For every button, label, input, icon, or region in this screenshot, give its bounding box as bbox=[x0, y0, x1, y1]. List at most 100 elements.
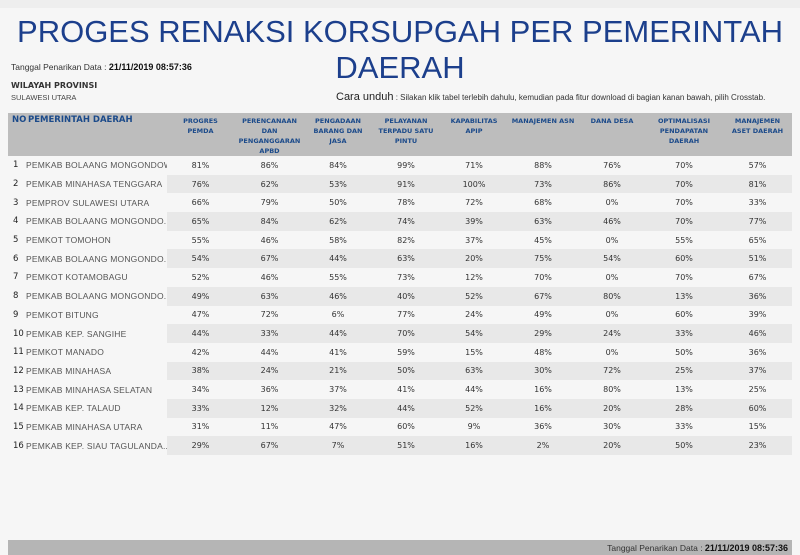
metric-value[interactable]: 63% bbox=[507, 212, 579, 231]
metric-value[interactable]: 55% bbox=[191, 235, 210, 245]
metric-value[interactable]: 37% bbox=[465, 235, 483, 245]
metric-value[interactable]: 15% bbox=[748, 422, 767, 432]
metric-value[interactable]: 67% bbox=[748, 272, 767, 282]
column-header-manajemen-aset[interactable]: MANAJEMEN ASET DAERAH bbox=[723, 113, 792, 156]
metric-value[interactable]: 63% bbox=[371, 249, 441, 269]
region-name[interactable]: PEMKAB KEP. SIAU TAGULANDA.. bbox=[26, 440, 167, 451]
metric-value[interactable]: 70% bbox=[675, 160, 693, 170]
metric-value[interactable]: 77% bbox=[723, 212, 792, 231]
metric-value[interactable]: 55% bbox=[675, 235, 693, 245]
metric-value[interactable]: 62% bbox=[234, 174, 305, 194]
metric-value[interactable]: 44% bbox=[465, 385, 483, 395]
metric-value[interactable]: 51% bbox=[371, 436, 441, 455]
region-name[interactable]: PEMKAB MINAHASA TENGGARA bbox=[26, 179, 163, 190]
row-number[interactable]: 14 bbox=[13, 403, 24, 414]
metric-value[interactable]: 84% bbox=[329, 160, 347, 170]
region-name[interactable]: PEMKOT BITUNG bbox=[26, 309, 99, 320]
metric-value[interactable]: 34% bbox=[191, 385, 210, 395]
metric-value[interactable]: 55% bbox=[329, 272, 347, 282]
region-name[interactable]: PEMKAB MINAHASA UTARA bbox=[26, 421, 143, 432]
metric-value[interactable]: 42% bbox=[191, 347, 210, 357]
metric-value[interactable]: 24% bbox=[465, 310, 483, 320]
table-row[interactable]: 2 PEMKAB MINAHASA TENGGARA 76% 62% 53% 91% 100… bbox=[8, 174, 792, 194]
region-name[interactable]: PEMKAB MINAHASA SELATAN bbox=[26, 384, 153, 395]
metric-value[interactable]: 80% bbox=[579, 286, 645, 306]
metric-value[interactable]: 72% bbox=[260, 310, 279, 320]
metric-value[interactable]: 72% bbox=[465, 198, 483, 208]
metric-value[interactable]: 48% bbox=[534, 347, 552, 357]
metric-value[interactable]: 44% bbox=[305, 249, 371, 269]
metric-value[interactable]: 63% bbox=[234, 286, 305, 306]
row-number[interactable]: 4 bbox=[13, 216, 19, 227]
metric-value[interactable]: 75% bbox=[507, 249, 579, 269]
metric-value[interactable]: 58% bbox=[329, 235, 347, 245]
metric-value[interactable]: 28% bbox=[645, 398, 723, 418]
metric-value[interactable]: 36% bbox=[534, 422, 552, 432]
metric-value[interactable]: 0% bbox=[605, 272, 619, 282]
metric-value[interactable]: 32% bbox=[305, 398, 371, 418]
metric-value[interactable]: 50% bbox=[675, 347, 693, 357]
metric-value[interactable]: 21% bbox=[305, 361, 371, 381]
metric-value[interactable]: 79% bbox=[260, 198, 279, 208]
row-number[interactable]: 6 bbox=[13, 253, 19, 264]
column-header-no[interactable]: NO bbox=[8, 113, 26, 156]
metric-value[interactable]: 33% bbox=[675, 422, 693, 432]
row-number[interactable]: 1 bbox=[13, 160, 19, 171]
metric-value[interactable]: 77% bbox=[397, 310, 415, 320]
metric-value[interactable]: 72% bbox=[579, 361, 645, 381]
region-name[interactable]: PEMKOT TOMOHON bbox=[26, 235, 111, 246]
metric-value[interactable]: 37% bbox=[723, 361, 792, 381]
table-row[interactable]: 5 PEMKOT TOMOHON 55% 46% 58% 82% 37% 45% 0% 55% 65… bbox=[8, 231, 792, 250]
column-header-pengadaan[interactable]: PENGADAAN BARANG DAN JASA bbox=[305, 113, 371, 156]
row-number[interactable]: 11 bbox=[13, 347, 24, 358]
metric-value[interactable]: 36% bbox=[748, 347, 767, 357]
metric-value[interactable]: 33% bbox=[167, 398, 234, 418]
metric-value[interactable]: 33% bbox=[645, 324, 723, 343]
metric-value[interactable]: 33% bbox=[748, 198, 767, 208]
table-row[interactable]: 15 PEMKAB MINAHASA UTARA 31% 11% 47% 60% 9% 36%… bbox=[8, 418, 792, 437]
metric-value[interactable]: 81% bbox=[723, 174, 792, 194]
metric-value[interactable]: 0% bbox=[605, 235, 619, 245]
region-value[interactable]: SULAWESI UTARA bbox=[11, 93, 77, 102]
metric-value[interactable]: 29% bbox=[167, 436, 234, 455]
region-name[interactable]: PEMKOT KOTAMOBAGU bbox=[26, 272, 128, 283]
region-name[interactable]: PEMKAB BOLAANG MONGONDO.. bbox=[26, 253, 167, 264]
metric-value[interactable]: 44% bbox=[305, 324, 371, 343]
column-header-manajemen-asn[interactable]: MANAJEMEN ASN bbox=[507, 113, 579, 156]
table-row[interactable]: 11 PEMKOT MANADO 42% 44% 41% 59% 15% 48% 0% 50% 36… bbox=[8, 343, 792, 362]
row-number[interactable]: 13 bbox=[13, 384, 24, 395]
metric-value[interactable]: 9% bbox=[467, 422, 481, 432]
metric-value[interactable]: 41% bbox=[397, 385, 415, 395]
metric-value[interactable]: 50% bbox=[645, 436, 723, 455]
metric-value[interactable]: 73% bbox=[397, 272, 415, 282]
metric-value[interactable]: 47% bbox=[329, 422, 347, 432]
metric-value[interactable]: 99% bbox=[397, 160, 415, 170]
metric-value[interactable]: 7% bbox=[305, 436, 371, 455]
metric-value[interactable]: 38% bbox=[167, 361, 234, 381]
metric-value[interactable]: 68% bbox=[534, 198, 552, 208]
table-row[interactable]: 13 PEMKAB MINAHASA SELATAN 34% 36% 37% 41% 44%… bbox=[8, 380, 792, 399]
metric-value[interactable]: 76% bbox=[603, 160, 621, 170]
metric-value[interactable]: 46% bbox=[305, 286, 371, 306]
metric-value[interactable]: 29% bbox=[507, 324, 579, 343]
table-row[interactable]: 16 PEMKAB KEP. SIAU TAGULANDA.. 29% 67% 7% 51… bbox=[8, 436, 792, 455]
metric-value[interactable]: 67% bbox=[507, 286, 579, 306]
metric-value[interactable]: 25% bbox=[645, 361, 723, 381]
metric-value[interactable]: 54% bbox=[441, 324, 507, 343]
metric-value[interactable]: 33% bbox=[234, 324, 305, 343]
metric-value[interactable]: 25% bbox=[748, 385, 767, 395]
metric-value[interactable]: 70% bbox=[645, 174, 723, 194]
row-number[interactable]: 2 bbox=[13, 179, 19, 190]
column-header-pemerintah-daerah[interactable]: PEMERINTAH DAERAH bbox=[26, 113, 167, 156]
metric-value[interactable]: 52% bbox=[191, 272, 210, 282]
metric-value[interactable]: 62% bbox=[305, 212, 371, 231]
metric-value[interactable]: 49% bbox=[167, 286, 234, 306]
row-number[interactable]: 10 bbox=[13, 328, 24, 339]
region-name[interactable]: PEMKAB BOLAANG MONGONDO.. bbox=[26, 216, 167, 227]
metric-value[interactable]: 20% bbox=[579, 436, 645, 455]
column-header-pelayanan[interactable]: PELAYANAN TERPADU SATU PINTU bbox=[371, 113, 441, 156]
metric-value[interactable]: 2% bbox=[507, 436, 579, 455]
metric-value[interactable]: 46% bbox=[579, 212, 645, 231]
row-number[interactable]: 5 bbox=[13, 235, 19, 246]
metric-value[interactable]: 73% bbox=[507, 174, 579, 194]
